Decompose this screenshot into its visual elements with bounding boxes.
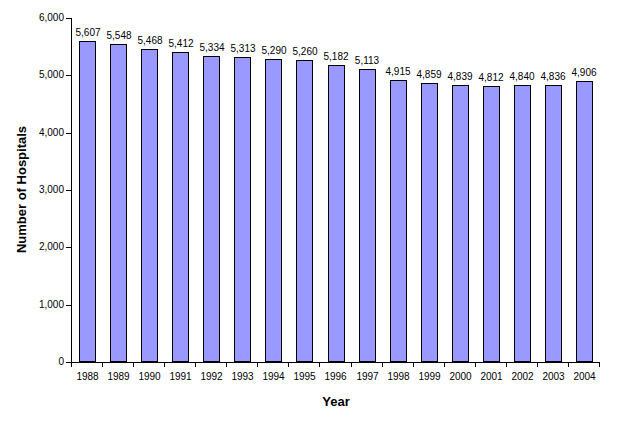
x-tick-label: 1988 [72, 371, 103, 383]
x-axis-tick [288, 363, 289, 367]
x-axis-line [71, 362, 600, 363]
x-tick-label: 1999 [414, 371, 445, 383]
bar [328, 65, 345, 362]
bar [421, 83, 438, 362]
x-axis-tick [599, 363, 600, 367]
y-axis-tick [66, 133, 71, 134]
bar [514, 85, 531, 362]
x-tick-label: 1992 [196, 371, 227, 383]
bar-value-label: 4,906 [562, 67, 606, 79]
x-tick-label: 2004 [569, 371, 600, 383]
x-axis-tick [537, 363, 538, 367]
hospitals-bar-chart: Number of Hospitals Year 01,0002,0003,00… [0, 0, 624, 428]
y-tick-label: 2,000 [24, 241, 64, 253]
x-axis-tick [506, 363, 507, 367]
y-axis-tick [66, 247, 71, 248]
bar [110, 44, 127, 362]
bar [234, 57, 251, 362]
x-tick-label: 1994 [258, 371, 289, 383]
y-tick-label: 6,000 [24, 12, 64, 24]
x-axis-tick [382, 363, 383, 367]
bar [141, 49, 158, 362]
y-axis-line [71, 18, 72, 363]
x-tick-label: 1998 [383, 371, 414, 383]
y-tick-label: 4,000 [24, 127, 64, 139]
bar [265, 59, 282, 362]
x-axis-tick [319, 363, 320, 367]
x-axis-tick [257, 363, 258, 367]
x-axis-tick [351, 363, 352, 367]
x-tick-label: 2002 [507, 371, 538, 383]
y-tick-label: 1,000 [24, 299, 64, 311]
bar [203, 56, 220, 362]
bar [576, 81, 593, 362]
bar [172, 52, 189, 362]
x-tick-label: 1993 [227, 371, 258, 383]
x-tick-label: 2001 [476, 371, 507, 383]
x-axis-title: Year [72, 394, 600, 409]
x-tick-label: 1996 [320, 371, 351, 383]
x-tick-label: 1991 [165, 371, 196, 383]
y-tick-label: 3,000 [24, 184, 64, 196]
x-tick-label: 1997 [352, 371, 383, 383]
bar [545, 85, 562, 362]
x-axis-tick [195, 363, 196, 367]
bar [359, 69, 376, 362]
x-axis-tick [413, 363, 414, 367]
bar [79, 41, 96, 362]
x-axis-tick [444, 363, 445, 367]
x-tick-label: 2003 [538, 371, 569, 383]
bar [296, 60, 313, 362]
x-axis-tick [226, 363, 227, 367]
bar [390, 80, 407, 362]
x-tick-label: 2000 [445, 371, 476, 383]
bar [452, 85, 469, 362]
x-axis-tick [475, 363, 476, 367]
bar [483, 86, 500, 362]
y-tick-label: 5,000 [24, 69, 64, 81]
x-axis-tick [71, 363, 72, 367]
x-axis-tick [568, 363, 569, 367]
x-axis-tick [102, 363, 103, 367]
x-tick-label: 1990 [134, 371, 165, 383]
x-axis-tick [133, 363, 134, 367]
x-tick-label: 1995 [289, 371, 320, 383]
y-tick-label: 0 [24, 356, 64, 368]
y-axis-tick [66, 190, 71, 191]
x-axis-tick [164, 363, 165, 367]
y-axis-tick [66, 305, 71, 306]
y-axis-tick [66, 18, 71, 19]
x-tick-label: 1989 [103, 371, 134, 383]
y-axis-tick [66, 75, 71, 76]
